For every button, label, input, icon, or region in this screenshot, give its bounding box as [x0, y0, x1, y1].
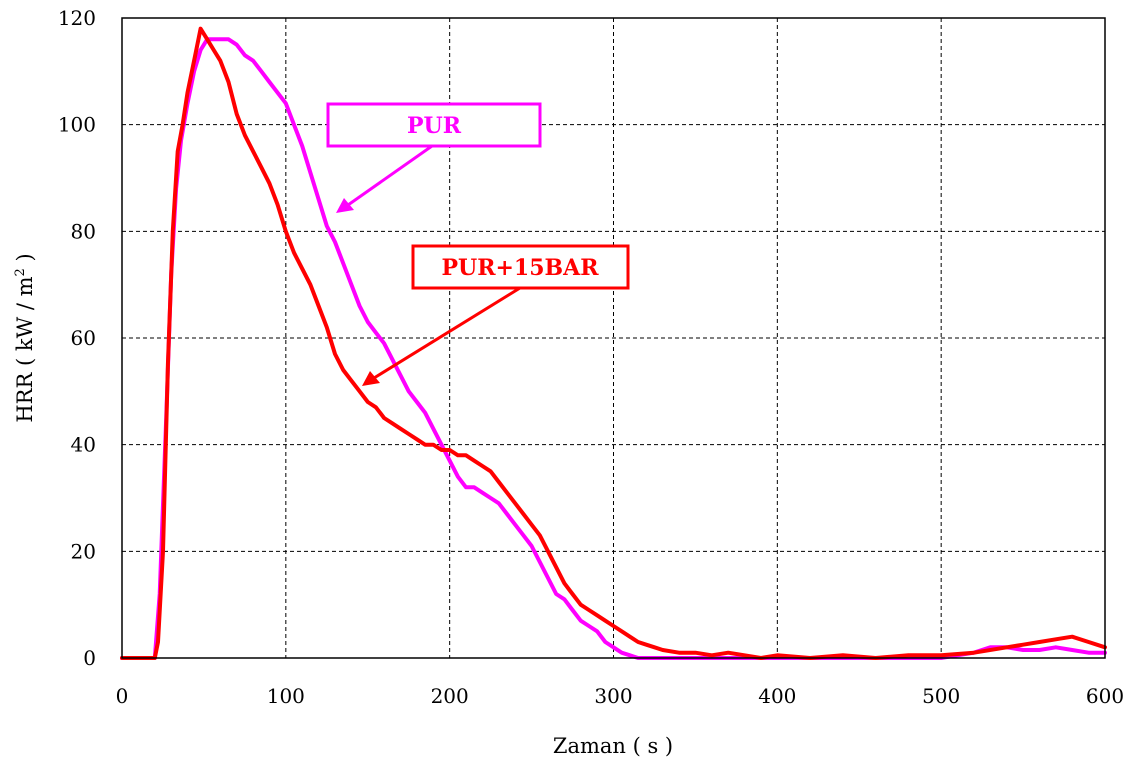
x-tick-label-300: 300: [594, 684, 632, 708]
callout-pur: PUR: [326, 102, 542, 213]
x-tick-label-200: 200: [431, 684, 469, 708]
y-axis-title-main: HRR ( kW / m: [13, 276, 37, 422]
y-tick-label-60: 60: [71, 326, 96, 350]
grid: [122, 18, 1105, 658]
y-axis-title-superscript: 2: [13, 268, 28, 276]
callout-pur-box: [326, 102, 542, 148]
series-line-pur-15bar: [120, 26, 1107, 660]
y-axis-title-end: ): [13, 253, 37, 268]
callout-pur15bar-box: [411, 244, 630, 290]
callout-pur15bar-label: PUR+15BAR: [441, 255, 599, 281]
callout-pur15bar-arrow-line: [373, 286, 521, 380]
callout-pur-arrow-line: [347, 144, 433, 207]
x-tick-label-500: 500: [922, 684, 960, 708]
y-tick-label-20: 20: [71, 539, 96, 563]
y-tick-label-100: 100: [58, 113, 96, 137]
callout-pur15bar-arrowhead: [362, 371, 380, 386]
x-axis-title: Zaman ( s ): [553, 734, 673, 758]
x-tick-label-100: 100: [267, 684, 305, 708]
callout-pur-arrowhead: [336, 198, 354, 213]
y-tick-label-120: 120: [58, 6, 96, 30]
callout-pur15bar: PUR+15BAR: [362, 244, 630, 386]
y-tick-labels: 0 20 40 60 80 100 120: [58, 6, 96, 670]
x-tick-label-400: 400: [758, 684, 796, 708]
y-tick-label-0: 0: [83, 646, 96, 670]
x-tick-label-600: 600: [1086, 684, 1124, 708]
y-axis-title: HRR ( kW / m2 ): [13, 253, 37, 422]
y-tick-label-80: 80: [71, 219, 96, 243]
plot-area-frame: [121, 17, 1106, 659]
x-tick-labels: 0 100 200 300 400 500 600: [116, 684, 1124, 708]
y-tick-label-40: 40: [71, 433, 96, 457]
callout-pur-label: PUR: [407, 113, 462, 139]
x-tick-label-0: 0: [116, 684, 129, 708]
